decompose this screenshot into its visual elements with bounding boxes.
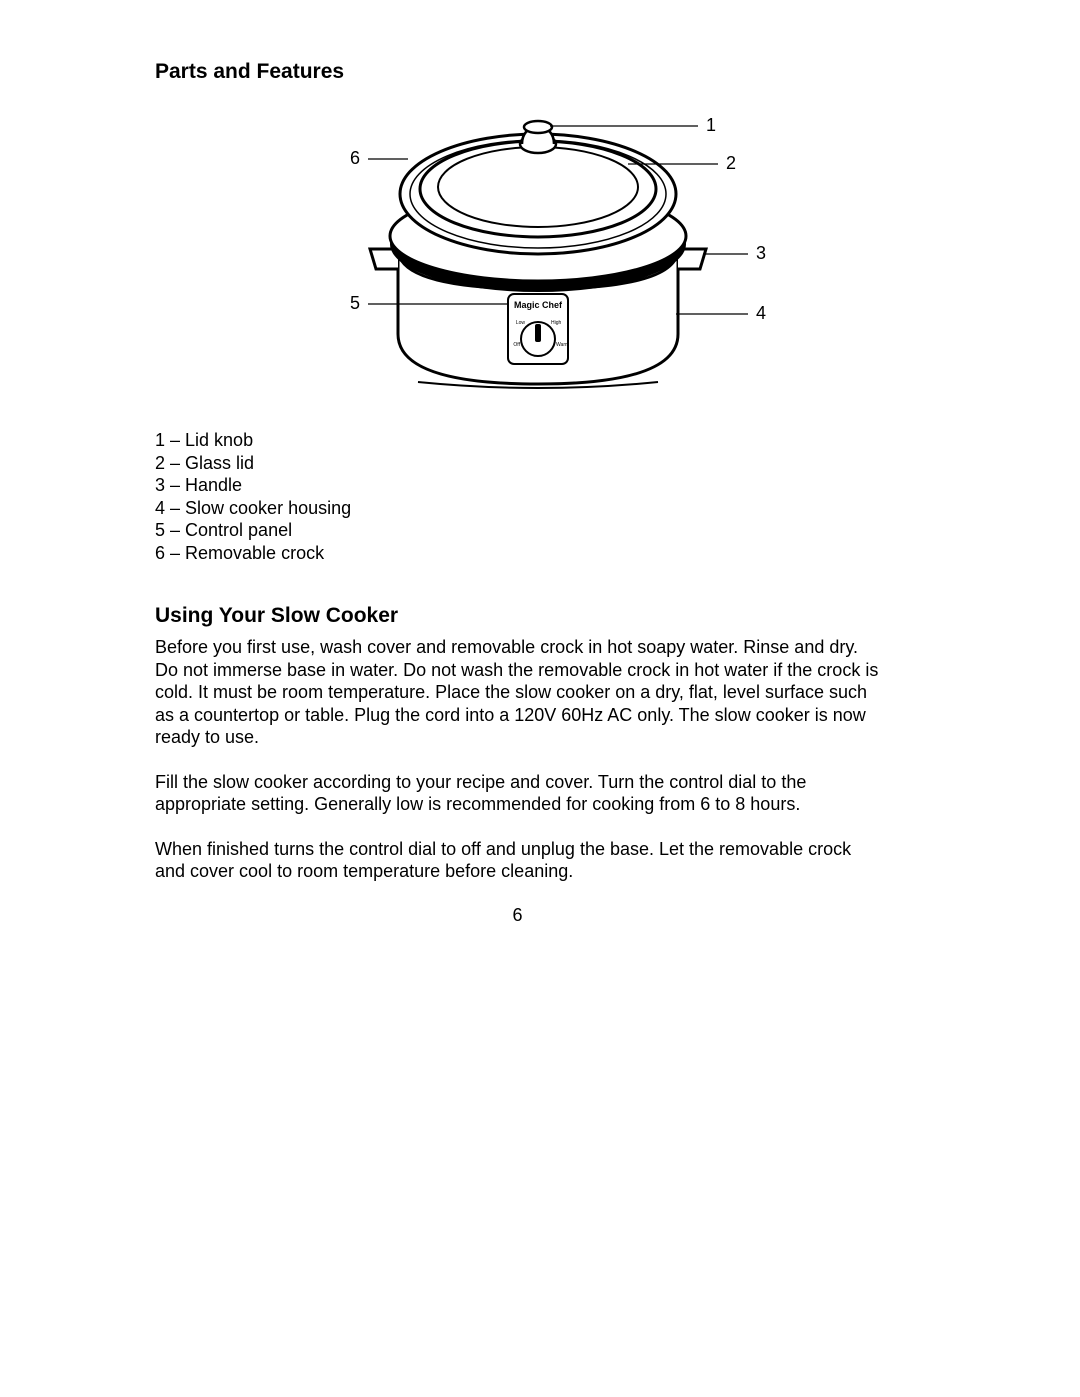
callout-1: 1	[706, 115, 716, 135]
parts-list: 1 – Lid knob 2 – Glass lid 3 – Handle 4 …	[155, 429, 880, 564]
paragraph-1: Before you first use, wash cover and rem…	[155, 636, 880, 749]
dial-off-label: Off	[513, 342, 520, 348]
parts-item: 3 – Handle	[155, 474, 880, 497]
dial-high-label: High	[551, 320, 562, 326]
parts-item: 4 – Slow cooker housing	[155, 497, 880, 520]
slow-cooker-illustration: Magic Chef Off Low High Warm 1 2 3 4 5	[298, 94, 798, 404]
callout-4: 4	[756, 303, 766, 323]
brand-label: Magic Chef	[513, 300, 562, 310]
parts-item: 1 – Lid knob	[155, 429, 880, 452]
heading-parts: Parts and Features	[155, 60, 880, 84]
parts-diagram: Magic Chef Off Low High Warm 1 2 3 4 5	[215, 94, 880, 409]
callout-6: 6	[350, 148, 360, 168]
heading-using: Using Your Slow Cooker	[155, 604, 880, 628]
page-number: 6	[155, 905, 880, 926]
dial-warm-label: Warm	[556, 342, 569, 348]
parts-item: 6 – Removable crock	[155, 542, 880, 565]
callout-5: 5	[350, 293, 360, 313]
callout-3: 3	[756, 243, 766, 263]
paragraph-2: Fill the slow cooker according to your r…	[155, 771, 880, 816]
parts-item: 5 – Control panel	[155, 519, 880, 542]
parts-item: 2 – Glass lid	[155, 452, 880, 475]
dial-low-label: Low	[515, 320, 525, 326]
paragraph-3: When finished turns the control dial to …	[155, 838, 880, 883]
callout-2: 2	[726, 153, 736, 173]
